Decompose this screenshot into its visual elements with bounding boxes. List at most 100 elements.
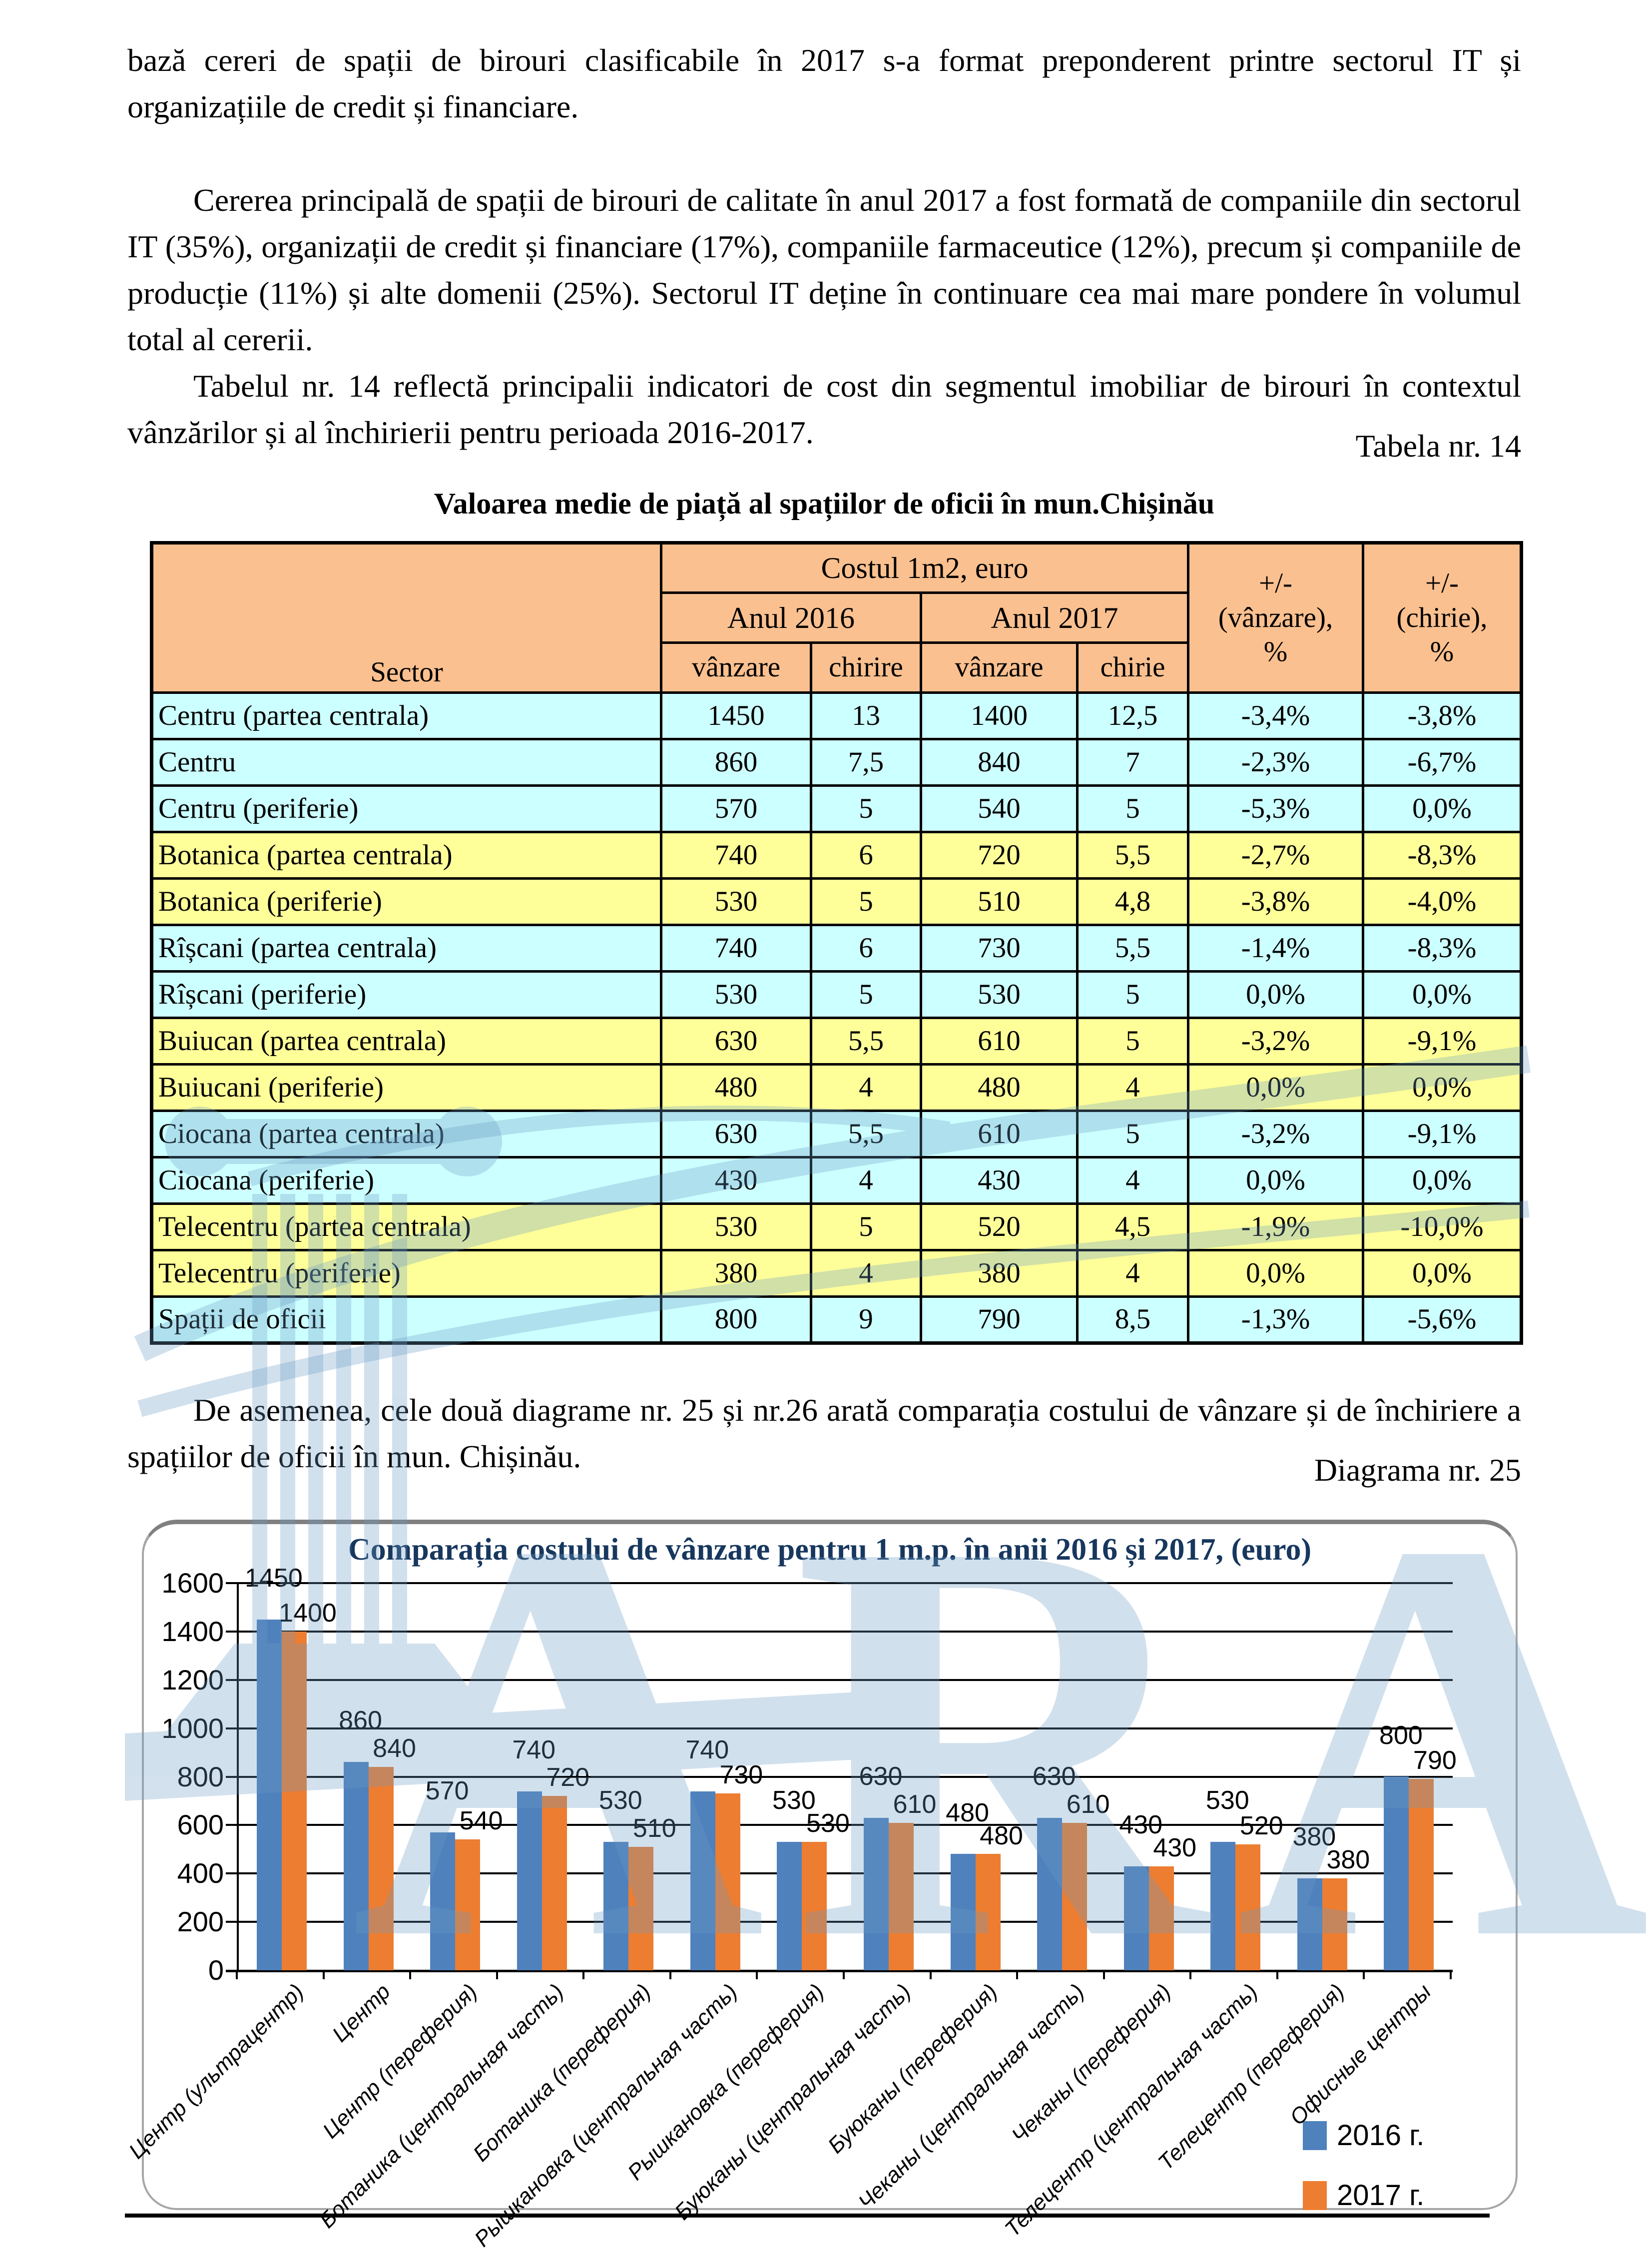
x-category-label: Центр	[327, 1979, 396, 2047]
bar-2016	[950, 1854, 976, 1970]
value-cell: 610	[920, 1017, 1079, 1066]
bar-2017	[1322, 1878, 1347, 1970]
value-cell: 530	[660, 970, 812, 1019]
sector-cell: Ciocana (periferie)	[150, 1156, 662, 1205]
value-cell: 610	[920, 1110, 1079, 1158]
bar-2016	[777, 1842, 802, 1970]
header-year-2016: Anul 2016	[660, 591, 922, 644]
value-cell: 5	[1076, 1017, 1189, 1066]
bar-value-2016: 380	[1292, 1822, 1336, 1851]
value-cell: -1,9%	[1187, 1202, 1364, 1251]
x-axis-tick	[236, 1970, 238, 1979]
x-axis-tick	[1016, 1970, 1019, 1979]
value-cell: 5,5	[810, 1110, 922, 1158]
header-rent-2017: chirie	[1076, 641, 1189, 694]
sector-cell: Botanica (periferie)	[150, 877, 662, 926]
value-cell: 630	[660, 1017, 812, 1066]
legend-item: 2017 г.	[1303, 2179, 1424, 2212]
value-cell: 520	[920, 1202, 1079, 1251]
header-sector: Sector	[150, 542, 662, 694]
value-cell: 530	[660, 1202, 812, 1251]
value-cell: -3,2%	[1187, 1110, 1364, 1158]
value-cell: 530	[920, 970, 1079, 1019]
value-cell: 530	[660, 877, 812, 926]
y-axis-label: 400	[177, 1857, 224, 1889]
value-cell: 8,5	[1076, 1295, 1189, 1344]
bar-value-2016: 1450	[245, 1563, 303, 1593]
sector-cell: Telecentru (partea centrala)	[150, 1202, 662, 1251]
value-cell: -1,4%	[1187, 924, 1364, 973]
table-row: Centru (periferie) 570 5 540 5 -5,3% 0,0%	[150, 784, 1523, 833]
table-row: Buiucani (periferie) 480 4 480 4 0,0% 0,0%	[150, 1063, 1523, 1112]
x-axis-tick	[756, 1970, 758, 1979]
paragraph-diagram-ref: De asemenea, cele două diagrame nr. 25 ș…	[127, 1392, 1521, 1474]
x-axis-tick	[929, 1970, 932, 1979]
bar-value-2017: 520	[1239, 1811, 1283, 1841]
table-row: Telecentru (partea centrala) 530 5 520 4,5 -1…	[150, 1202, 1523, 1251]
sector-cell: Rîșcani (periferie)	[150, 970, 662, 1019]
bar-value-2017: 730	[719, 1760, 763, 1790]
bar-value-2016: 740	[512, 1735, 556, 1764]
value-cell: 0,0%	[1362, 784, 1523, 833]
sector-cell: Buiucani (periferie)	[150, 1063, 662, 1112]
value-cell: -3,8%	[1362, 691, 1523, 740]
bar-value-2017: 1400	[279, 1598, 337, 1628]
value-cell: 1400	[920, 691, 1079, 740]
header-cost-group: Costul 1m2, euro	[660, 542, 1189, 594]
y-axis-label: 1600	[161, 1567, 224, 1599]
value-cell: 5,5	[1076, 831, 1189, 880]
legend-label: 2016 г.	[1337, 2119, 1425, 2152]
value-cell: 570	[660, 784, 812, 833]
cost-table: Sector Costul 1m2, euro +/- (vânzare), %…	[150, 541, 1523, 1345]
value-cell: 0,0%	[1362, 1063, 1523, 1112]
value-cell: 5	[810, 877, 922, 926]
bar-2016	[343, 1762, 369, 1970]
bar-2016	[1123, 1866, 1149, 1970]
value-cell: -4,0%	[1362, 877, 1523, 926]
value-cell: -10,0%	[1362, 1202, 1523, 1251]
y-axis-label: 800	[177, 1760, 224, 1792]
x-category-label: Офисные центры	[1285, 1979, 1436, 2130]
paragraph-table-ref: Tabelul nr. 14 reflectă principalii indi…	[127, 368, 1521, 450]
value-cell: 510	[920, 877, 1079, 926]
value-cell: 430	[920, 1156, 1079, 1205]
sector-cell: Spații de oficii	[150, 1295, 662, 1344]
gridline	[226, 1582, 1453, 1584]
sector-cell: Buiucan (partea centrala)	[150, 1017, 662, 1066]
bar-value-2016: 530	[1205, 1786, 1249, 1815]
header-sale-2017: vânzare	[920, 641, 1079, 694]
x-axis-tick	[1363, 1970, 1365, 1979]
bar-2017	[1062, 1823, 1088, 1970]
table-caption: Tabela nr. 14	[1355, 428, 1521, 464]
value-cell: 800	[660, 1295, 812, 1344]
y-axis-label: 1200	[161, 1664, 224, 1695]
x-axis-tick	[582, 1970, 585, 1979]
bar-2016	[1037, 1818, 1063, 1970]
gridline	[226, 1679, 1453, 1681]
table-row: Botanica (partea centrala) 740 6 720 5,5 -2,7…	[150, 831, 1523, 880]
bar-2017	[715, 1793, 740, 1970]
y-axis-label: 1000	[161, 1712, 224, 1744]
value-cell: 0,0%	[1187, 1156, 1364, 1205]
sector-cell: Centru (partea centrala)	[150, 691, 662, 740]
header-rent-2016: chirire	[810, 641, 922, 694]
bar-2017	[1148, 1866, 1174, 1970]
value-cell: 4,5	[1076, 1202, 1189, 1251]
value-cell: -6,7%	[1362, 738, 1523, 787]
value-cell: -3,4%	[1187, 691, 1364, 740]
bar-value-2016: 740	[685, 1735, 729, 1764]
paragraph-demand: Cererea principală de spații de birouri …	[127, 182, 1521, 357]
value-cell: 5	[810, 1202, 922, 1251]
table-row: Centru 860 7,5 840 7 -2,3% -6,7%	[150, 738, 1523, 787]
bar-2016	[1210, 1842, 1236, 1970]
value-cell: 4	[810, 1156, 922, 1205]
sale-comparison-chart: Comparația costului de vânzare pentru 1 …	[124, 1520, 1518, 2252]
bar-value-2016: 530	[598, 1786, 642, 1815]
value-cell: 630	[660, 1110, 812, 1158]
header-delta-sale: +/- (vânzare), %	[1187, 542, 1364, 694]
value-cell: -5,3%	[1187, 784, 1364, 833]
diagram-caption: Diagrama nr. 25	[1314, 1452, 1521, 1488]
bar-value-2016: 630	[1032, 1761, 1076, 1791]
x-axis-tick	[496, 1970, 498, 1979]
